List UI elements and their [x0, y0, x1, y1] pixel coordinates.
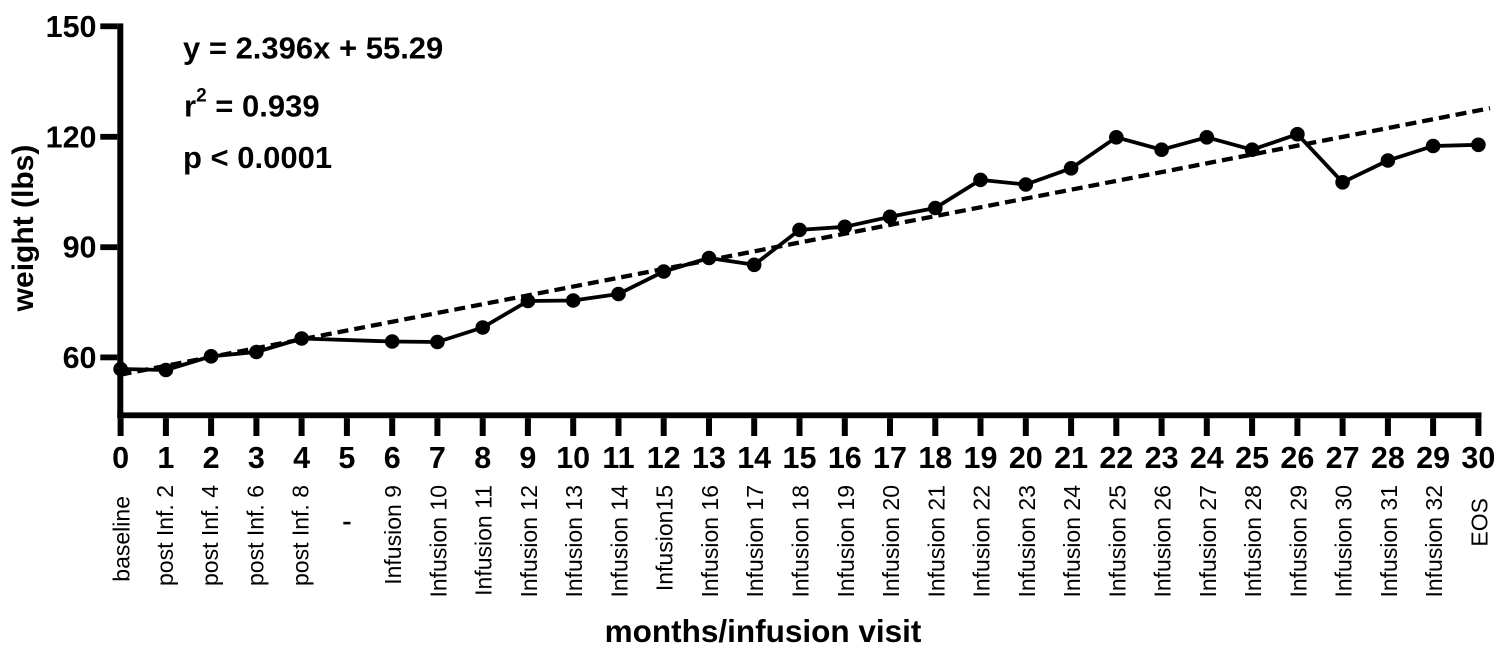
svg-text:7: 7: [429, 441, 446, 475]
svg-text:12: 12: [647, 441, 681, 475]
svg-text:Infusion 27: Infusion 27: [1195, 485, 1221, 598]
svg-text:Infusion 10: Infusion 10: [425, 485, 451, 598]
svg-text:28: 28: [1371, 441, 1405, 475]
svg-text:10: 10: [556, 441, 590, 475]
svg-text:Infusion 32: Infusion 32: [1421, 485, 1447, 598]
svg-text:Infusion 28: Infusion 28: [1240, 485, 1266, 598]
svg-text:Infusion 21: Infusion 21: [923, 485, 949, 598]
svg-text:25: 25: [1235, 441, 1269, 475]
svg-text:post Inf. 8: post Inf. 8: [288, 485, 314, 586]
svg-text:Infusion 29: Infusion 29: [1285, 485, 1311, 598]
svg-text:150: 150: [46, 10, 97, 44]
svg-text:p < 0.0001: p < 0.0001: [183, 140, 332, 175]
svg-text:baseline: baseline: [109, 496, 135, 582]
svg-text:Infusion 25: Infusion 25: [1104, 485, 1130, 598]
svg-text:30: 30: [1461, 441, 1495, 475]
svg-text:23: 23: [1145, 441, 1179, 475]
svg-text:21: 21: [1054, 441, 1088, 475]
svg-text:Infusion 20: Infusion 20: [878, 485, 904, 598]
svg-text:Infusion 16: Infusion 16: [697, 485, 723, 598]
svg-text:22: 22: [1099, 441, 1133, 475]
svg-text:60: 60: [63, 341, 97, 375]
svg-text:4: 4: [293, 441, 310, 475]
svg-text:Infusion 18: Infusion 18: [788, 485, 814, 598]
svg-text:Infusion 31: Infusion 31: [1376, 485, 1402, 598]
svg-text:y = 2.396x + 55.29: y = 2.396x + 55.29: [183, 31, 443, 66]
svg-text:Infusion 12: Infusion 12: [516, 485, 542, 598]
svg-text:15: 15: [783, 441, 817, 475]
svg-text:Infusion15: Infusion15: [652, 485, 678, 591]
svg-text:1: 1: [157, 441, 174, 475]
svg-text:post Inf. 4: post Inf. 4: [197, 485, 223, 586]
svg-text:Infusion 24: Infusion 24: [1059, 485, 1085, 598]
svg-text:14: 14: [737, 441, 771, 475]
svg-text:EOS: EOS: [1466, 498, 1492, 547]
svg-text:20: 20: [1009, 441, 1043, 475]
svg-text:r2 = 0.939: r2 = 0.939: [184, 86, 320, 124]
svg-text:24: 24: [1190, 441, 1224, 475]
svg-text:3: 3: [248, 441, 265, 475]
svg-text:Infusion 19: Infusion 19: [833, 485, 859, 598]
svg-text:Infusion 17: Infusion 17: [742, 485, 768, 598]
svg-text:post Inf. 2: post Inf. 2: [152, 485, 178, 586]
svg-text:16: 16: [828, 441, 862, 475]
svg-text:Infusion 14: Infusion 14: [607, 485, 633, 598]
svg-text:Infusion 26: Infusion 26: [1150, 485, 1176, 598]
svg-text:27: 27: [1326, 441, 1360, 475]
svg-text:Infusion 30: Infusion 30: [1331, 485, 1357, 598]
svg-text:Infusion 22: Infusion 22: [969, 485, 995, 598]
svg-text:13: 13: [692, 441, 726, 475]
svg-text:Infusion 11: Infusion 11: [471, 485, 497, 596]
svg-text:90: 90: [63, 231, 97, 265]
svg-text:11: 11: [602, 441, 634, 475]
svg-text:Infusion 23: Infusion 23: [1014, 485, 1040, 598]
svg-text:post Inf. 6: post Inf. 6: [242, 485, 268, 586]
svg-text:17: 17: [873, 441, 907, 475]
svg-text:2: 2: [203, 441, 220, 475]
svg-text:weight (lbs): weight (lbs): [7, 145, 40, 313]
svg-text:19: 19: [964, 441, 998, 475]
svg-text:8: 8: [474, 441, 491, 475]
svg-text:Infusion 9: Infusion 9: [380, 485, 406, 585]
svg-text:0: 0: [112, 441, 129, 475]
svg-text:5: 5: [338, 441, 355, 475]
svg-text:26: 26: [1280, 441, 1314, 475]
svg-text:9: 9: [519, 441, 536, 475]
svg-text:Infusion 13: Infusion 13: [561, 485, 587, 598]
svg-text:6: 6: [384, 441, 401, 475]
svg-text:months/infusion visit: months/infusion visit: [605, 613, 922, 649]
svg-text:18: 18: [918, 441, 952, 475]
svg-text:29: 29: [1416, 441, 1450, 475]
svg-text:120: 120: [46, 120, 97, 154]
